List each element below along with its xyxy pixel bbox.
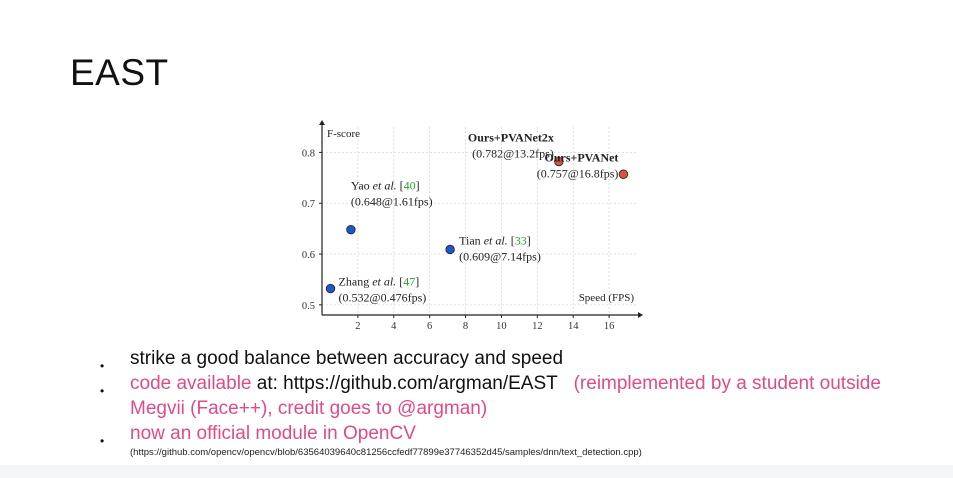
bullet-item: • code available at: https://github.com/… xyxy=(100,371,940,421)
point-name-label: Yao et al. [40] xyxy=(351,179,420,193)
bullet-text: at: https://github.com/argman/EAST xyxy=(251,373,558,394)
point-name-label: Zhang et al. [47] xyxy=(339,275,420,289)
x-axis-arrow xyxy=(638,312,643,318)
y-axis-label: F-score xyxy=(327,128,360,140)
chart-point-labels: Zhang et al. [47] (0.532@0.476fps) Yao et … xyxy=(339,131,619,305)
y-tick-label: 0.8 xyxy=(302,148,315,159)
chart-points xyxy=(325,156,629,294)
point-name-label: Ours+PVANet xyxy=(544,150,618,164)
point-value-label: (0.609@7.14fps) xyxy=(459,249,541,263)
data-point xyxy=(445,244,455,255)
bullet-highlight: now an official module in OpenCV xyxy=(130,423,416,444)
point-value-label: (0.532@0.476fps) xyxy=(339,291,427,305)
slide-title: EAST xyxy=(70,52,169,93)
x-tick-label: 10 xyxy=(496,321,507,332)
data-point xyxy=(325,283,336,294)
chart-axes: F-score Speed (FPS) xyxy=(319,120,643,318)
data-point xyxy=(554,156,564,167)
x-tick-label: 14 xyxy=(568,321,579,332)
data-point xyxy=(618,169,629,179)
data-point xyxy=(346,224,356,235)
opencv-url: (https://github.com/opencv/opencv/blob/6… xyxy=(130,447,642,458)
point-name-label: Tian et al. [33] xyxy=(459,233,531,247)
x-tick-label: 16 xyxy=(604,321,615,332)
bullet-dot: • xyxy=(100,359,105,373)
x-tick-label: 6 xyxy=(427,321,432,332)
bullet-highlight: (reimplemented by a student outside Megv… xyxy=(130,373,881,419)
x-tick-label: 2 xyxy=(355,321,360,332)
y-tick-label: 0.7 xyxy=(302,199,315,210)
point-value-label: (0.757@16.8fps) xyxy=(537,166,619,180)
point-value-label: (0.782@13.2fps) xyxy=(472,147,554,161)
chart-grid xyxy=(322,127,636,315)
y-tick-label: 0.6 xyxy=(302,250,315,261)
y-axis-arrow xyxy=(319,120,325,125)
bullet-item: • now an official module in OpenCV xyxy=(100,421,940,448)
bullet-list: • strike a good balance between accuracy… xyxy=(100,346,940,460)
x-axis-label: Speed (FPS) xyxy=(579,292,635,304)
point-name-label: Ours+PVANet2x xyxy=(468,131,554,145)
bullet-item: • strike a good balance between accuracy… xyxy=(100,346,940,373)
point-value-label: (0.648@1.61fps) xyxy=(351,195,433,209)
y-tick-label: 0.5 xyxy=(302,301,315,312)
x-tick-label: 4 xyxy=(391,321,397,332)
chart-ticks: 2 4 6 8 10 12 14 16 0.5 0.6 0.7 0.8 xyxy=(302,148,614,332)
bullet-text: strike a good balance between accuracy a… xyxy=(130,348,564,369)
x-tick-label: 12 xyxy=(532,321,543,332)
bullet-dot: • xyxy=(100,384,105,398)
bullet-highlight: code available xyxy=(130,373,252,394)
bullet-dot: • xyxy=(100,434,105,448)
footer-bar xyxy=(0,465,953,478)
x-tick-label: 8 xyxy=(463,321,468,332)
